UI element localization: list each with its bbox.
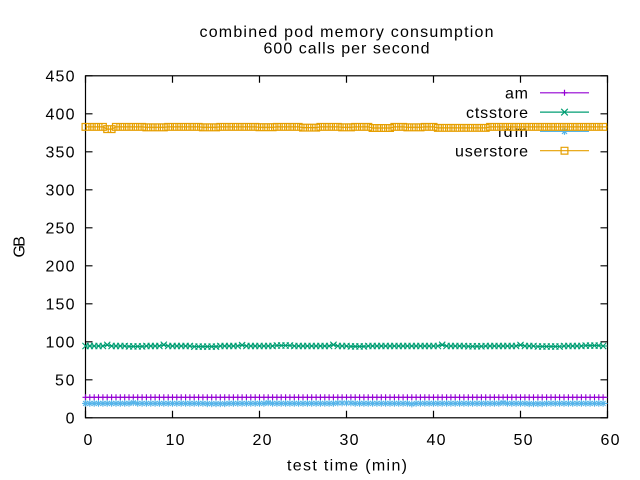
svg-text:40: 40 <box>427 432 446 449</box>
svg-text:300: 300 <box>46 183 75 200</box>
svg-text:20: 20 <box>253 432 272 449</box>
svg-text:GB: GB <box>11 236 28 257</box>
svg-text:am: am <box>505 86 528 103</box>
svg-text:450: 450 <box>46 69 75 86</box>
svg-text:50: 50 <box>55 373 75 390</box>
svg-text:200: 200 <box>46 259 75 276</box>
svg-text:0: 0 <box>84 432 93 449</box>
svg-text:350: 350 <box>46 145 75 162</box>
svg-text:600 calls per second: 600 calls per second <box>264 41 430 58</box>
svg-text:250: 250 <box>46 221 75 238</box>
svg-text:30: 30 <box>340 432 359 449</box>
svg-text:50: 50 <box>514 432 533 449</box>
svg-text:userstore: userstore <box>455 144 528 161</box>
svg-text:ctsstore: ctsstore <box>466 105 528 122</box>
svg-text:0: 0 <box>66 411 75 428</box>
svg-text:150: 150 <box>46 297 75 314</box>
svg-text:test time (min): test time (min) <box>287 458 407 475</box>
svg-text:combined pod memory consumptio: combined pod memory consumption <box>200 24 494 41</box>
svg-text:60: 60 <box>601 432 620 449</box>
svg-text:100: 100 <box>46 335 75 352</box>
svg-text:10: 10 <box>166 432 185 449</box>
svg-text:400: 400 <box>46 107 75 124</box>
